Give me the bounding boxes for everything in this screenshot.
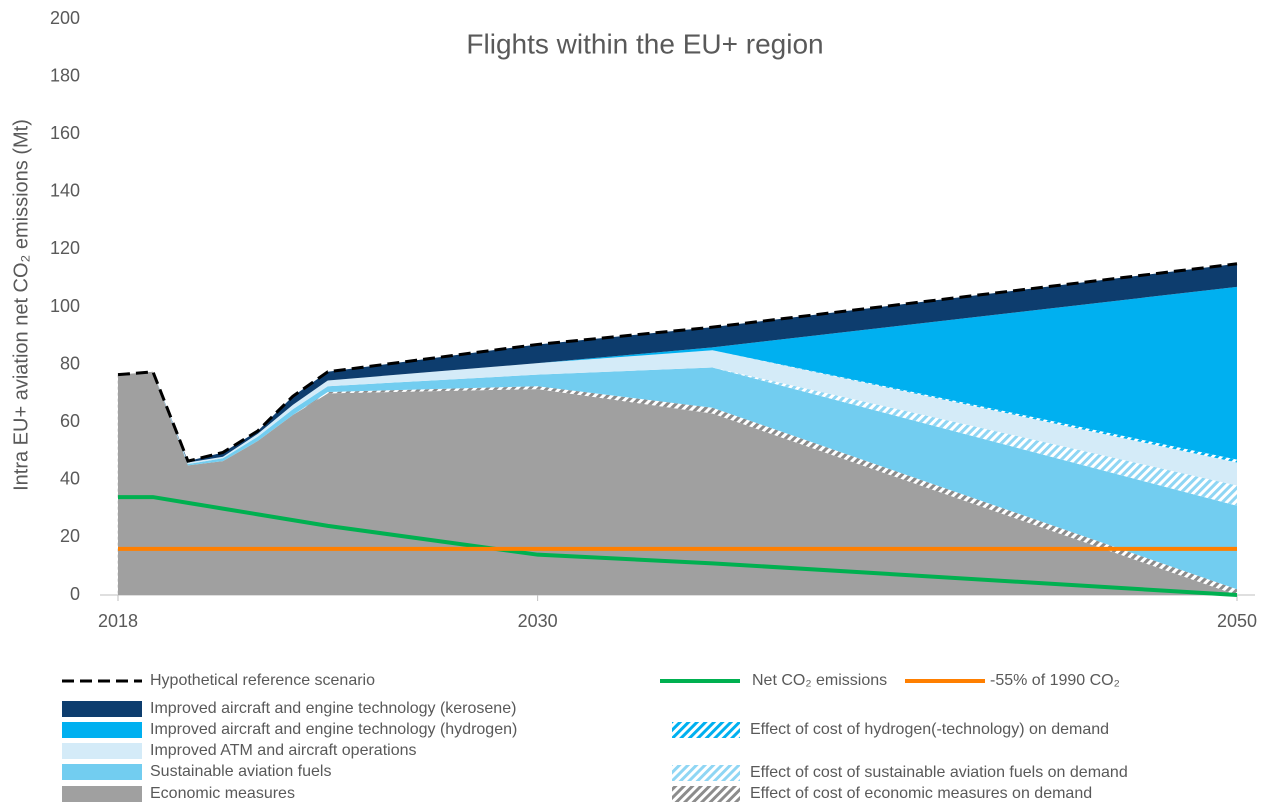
legend-swatch (672, 722, 740, 738)
legend-label: Economic measures (150, 785, 295, 802)
legend-swatch (62, 701, 142, 717)
area (118, 350, 1237, 486)
area (118, 263, 1237, 463)
legend-label: Improved ATM and aircraft operations (150, 742, 417, 759)
legend-swatch (672, 765, 740, 781)
y-tick-label: 20 (60, 526, 80, 546)
legend-swatch (62, 764, 142, 780)
area (118, 367, 1237, 506)
legend-label: Improved aircraft and engine technology … (150, 700, 516, 717)
y-axis-label: Intra EU+ aviation net CO₂ emissions (Mt… (10, 119, 32, 491)
x-tick-label: 2030 (518, 611, 558, 631)
legend-label: Sustainable aviation fuels (150, 763, 331, 780)
y-tick-label: 40 (60, 469, 80, 489)
x-tick-label: 2050 (1217, 611, 1257, 631)
legend-label: Effect of cost of economic measures on d… (750, 785, 1092, 802)
area (118, 371, 1237, 595)
area (118, 286, 1237, 463)
y-tick-label: 180 (50, 65, 80, 85)
legend-swatch (672, 786, 740, 802)
legend-swatch (62, 743, 142, 759)
legend-label: Net CO₂ emissions (752, 672, 887, 689)
y-tick-label: 160 (50, 123, 80, 143)
legend-swatch (62, 722, 142, 738)
legend-label: Effect of cost of hydrogen(-technology) … (750, 721, 1109, 738)
y-tick-label: 60 (60, 411, 80, 431)
y-tick-label: 120 (50, 238, 80, 258)
line (117, 262, 1238, 463)
legend-label: -55% of 1990 CO₂ (990, 672, 1120, 689)
legend-label: Hypothetical reference scenario (150, 672, 375, 689)
y-tick-label: 140 (50, 181, 80, 201)
x-tick-label: 2018 (98, 611, 138, 631)
y-tick-label: 0 (70, 584, 80, 604)
y-tick-label: 200 (50, 8, 80, 28)
area (118, 367, 1237, 590)
y-tick-label: 100 (50, 296, 80, 316)
legend-label: Improved aircraft and engine technology … (150, 721, 517, 738)
chart-title: Flights within the EU+ region (466, 28, 823, 59)
line (118, 495, 1238, 597)
y-tick-label: 80 (60, 353, 80, 373)
legend-swatch (62, 786, 142, 802)
legend-label: Effect of cost of sustainable aviation f… (750, 764, 1128, 781)
